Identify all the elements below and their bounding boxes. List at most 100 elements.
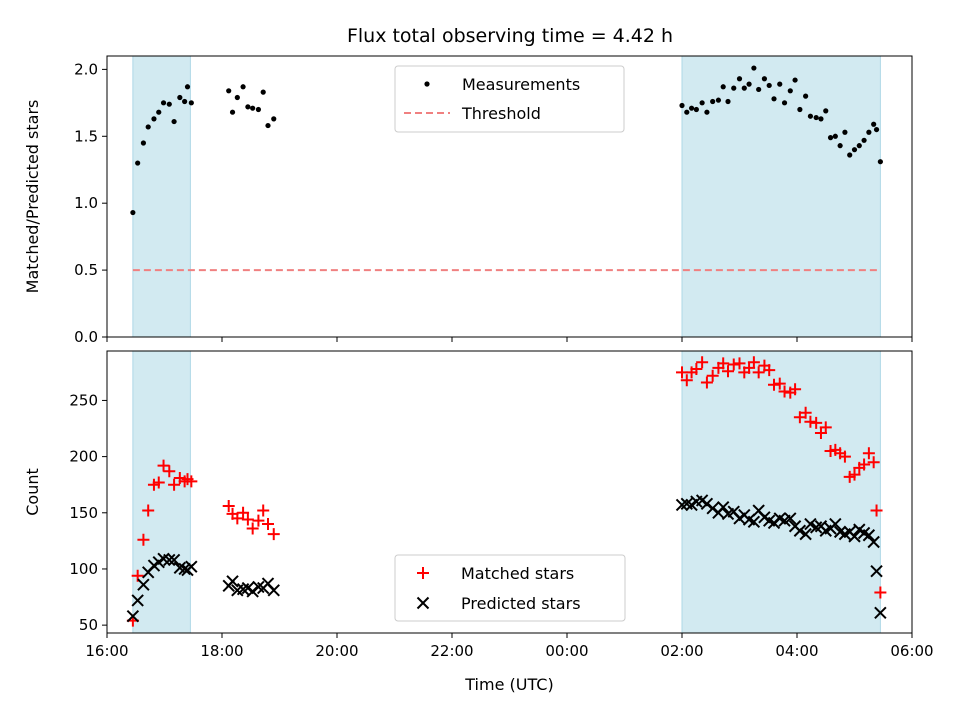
matched-star-point xyxy=(763,364,776,377)
bottom-data-marks xyxy=(126,356,887,627)
measurement-point xyxy=(797,106,803,113)
matched-star-point xyxy=(690,362,703,375)
bottom-x-tick-label: 22:00 xyxy=(430,642,473,660)
measurement-point xyxy=(145,124,151,130)
legend-predicted-label: Predicted stars xyxy=(461,594,581,613)
matched-star-point xyxy=(789,383,802,396)
measurement-point xyxy=(255,106,262,113)
measurement-point xyxy=(756,86,762,93)
bottom-x-tick-label: 16:00 xyxy=(85,642,128,660)
matched-star-point xyxy=(799,406,812,419)
matched-star-point xyxy=(858,458,871,471)
measurement-point xyxy=(171,118,177,125)
measurement-point xyxy=(720,84,726,90)
measurement-point xyxy=(741,85,747,91)
top-data-marks xyxy=(130,65,883,216)
measurement-point xyxy=(803,93,809,99)
measurement-point xyxy=(787,88,793,94)
measurement-point xyxy=(151,116,157,122)
bottom-y-tick-label: 250 xyxy=(69,391,98,409)
measurement-point xyxy=(182,98,188,105)
matched-star-point xyxy=(142,504,155,517)
predicted-star-point xyxy=(870,564,883,578)
top-y-tick-label: 0.5 xyxy=(74,261,98,279)
measurement-point xyxy=(827,135,834,141)
predicted-star-point xyxy=(804,517,817,531)
measurement-point xyxy=(736,76,743,82)
predicted-star-point xyxy=(267,584,280,597)
measurement-point xyxy=(856,143,862,149)
measurement-point xyxy=(818,116,824,122)
top-y-tick-label: 1.5 xyxy=(74,127,98,145)
measurement-point xyxy=(265,122,271,129)
top-panel: 0.00.51.01.52.0 Matched/Predicted stars … xyxy=(23,55,913,346)
predicted-star-point xyxy=(167,553,181,567)
bottom-x-tick-label: 00:00 xyxy=(545,642,588,660)
predicted-star-point xyxy=(126,609,140,623)
measurement-point xyxy=(842,129,848,135)
legend-predicted-marker xyxy=(416,596,430,610)
measurement-point xyxy=(679,102,685,109)
measurement-point xyxy=(184,84,191,90)
bottom-y-tick-label: 200 xyxy=(69,448,98,466)
matched-star-point xyxy=(773,377,786,390)
top-y-axis-label: Matched/Predicted stars xyxy=(23,100,42,294)
measurement-point xyxy=(777,81,783,87)
predicted-star-point xyxy=(680,497,693,511)
measurement-point xyxy=(684,109,690,115)
predicted-star-point xyxy=(862,529,876,542)
measurement-point xyxy=(871,121,877,127)
predicted-star-point xyxy=(717,500,730,514)
measurement-point xyxy=(877,159,883,165)
top-axes-frame xyxy=(106,55,913,338)
measurement-point xyxy=(229,109,236,115)
matched-star-point xyxy=(696,356,709,369)
bottom-x-tick-label: 02:00 xyxy=(660,642,703,660)
bottom-shaded-span xyxy=(681,350,881,634)
measurement-point xyxy=(245,104,251,110)
measurement-point xyxy=(873,126,880,133)
matched-star-point xyxy=(838,450,851,463)
predicted-star-point xyxy=(848,530,861,543)
matched-star-point xyxy=(185,475,198,488)
measurement-point xyxy=(240,84,246,90)
top-x-axis xyxy=(106,337,913,342)
measurement-point xyxy=(837,143,843,149)
predicted-star-point xyxy=(173,561,187,575)
chart-title: Flux total observing time = 4.42 h xyxy=(347,25,673,47)
matched-star-point xyxy=(237,506,250,519)
bottom-legend: Matched stars Predicted stars xyxy=(394,554,626,622)
predicted-star-point xyxy=(799,527,812,541)
matched-star-point xyxy=(168,478,181,491)
measurement-point xyxy=(866,129,872,135)
top-shaded-span xyxy=(681,55,881,338)
predicted-star-point xyxy=(226,575,239,588)
measurement-point xyxy=(135,160,141,166)
bottom-y-tick-label: 100 xyxy=(69,560,98,578)
matched-star-point xyxy=(727,358,740,371)
matched-star-point xyxy=(870,504,883,517)
top-y-tick-label: 0.0 xyxy=(74,328,98,346)
matched-star-point xyxy=(733,357,746,370)
matched-star-point xyxy=(722,365,734,378)
measurement-point xyxy=(140,140,147,146)
matched-star-point xyxy=(706,369,719,382)
predicted-star-point xyxy=(178,562,191,576)
matched-star-point xyxy=(752,366,765,379)
matched-star-point xyxy=(257,504,270,517)
top-legend-box xyxy=(394,65,625,133)
predicted-star-point xyxy=(793,524,807,537)
measurement-point xyxy=(766,82,772,89)
bottom-axes-frame xyxy=(106,350,913,634)
top-y-tick-label: 2.0 xyxy=(74,60,98,78)
measurement-point xyxy=(156,109,162,115)
matched-star-point xyxy=(231,512,244,525)
measurement-point xyxy=(693,106,699,113)
predicted-star-point xyxy=(784,512,797,525)
predicted-star-point xyxy=(163,553,176,567)
legend-threshold-label: Threshold xyxy=(461,104,541,123)
matched-star-point xyxy=(810,416,823,429)
matched-star-point xyxy=(241,513,254,526)
legend-matched-label: Matched stars xyxy=(461,564,574,583)
